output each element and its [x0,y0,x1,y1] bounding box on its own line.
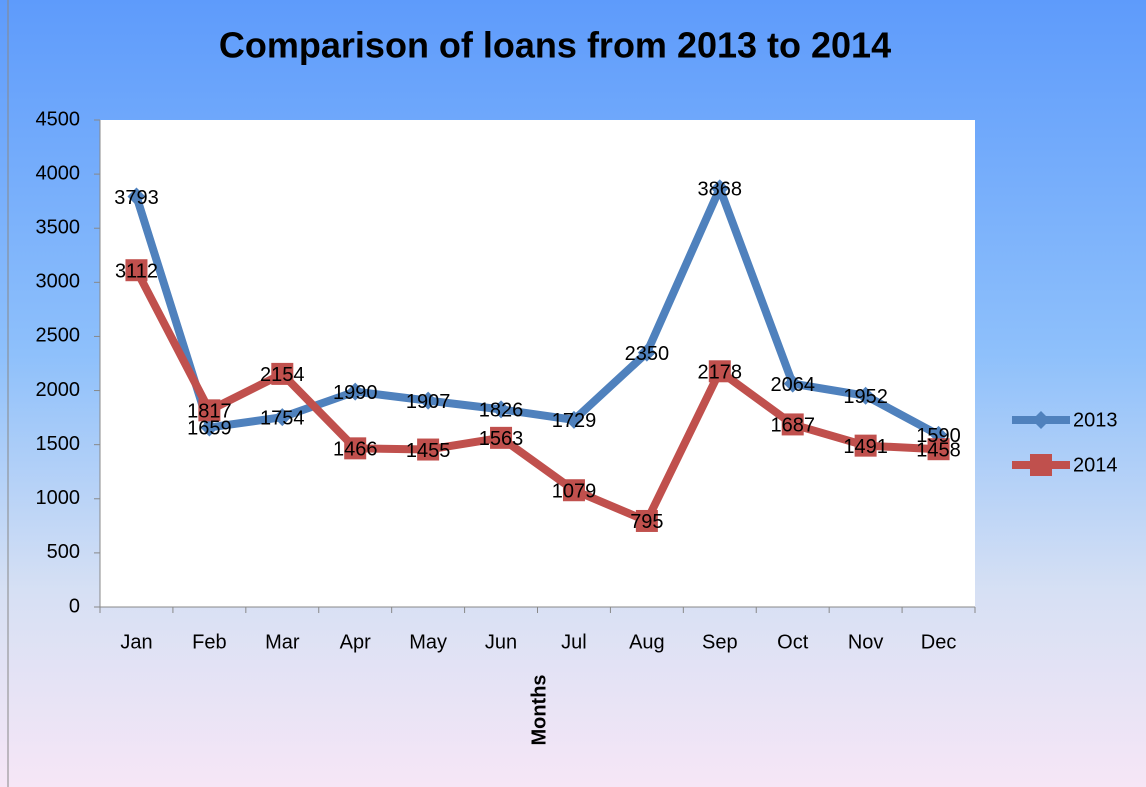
y-tick-label: 0 [69,595,80,617]
data-label: 3793 [114,187,159,209]
data-label: 1659 [187,418,232,440]
y-tick-label: 1000 [36,487,81,509]
legend-label: 2014 [1073,454,1118,476]
marker [273,408,292,427]
x-tick-label: Sep [702,631,738,653]
x-tick-label: May [409,631,447,653]
x-tick-label: Jul [561,631,587,653]
marker [854,434,877,457]
x-axis-label: Months [528,674,550,745]
x-tick-label: Nov [848,631,884,653]
data-label: 1455 [406,440,451,462]
y-tick-label: 3000 [36,271,81,293]
marker [490,426,513,449]
marker [710,179,729,198]
series-line [132,268,939,525]
marker [781,413,804,436]
marker [492,400,511,419]
y-tick-label: 3500 [36,217,81,239]
data-label: 2178 [698,362,743,384]
x-tick-label: Apr [340,631,371,653]
data-label: 795 [630,511,663,533]
x-tick-label: Oct [777,631,809,653]
y-tick-label: 4000 [36,162,81,184]
marker [346,382,365,401]
data-label: 1590 [916,425,961,447]
marker [635,509,658,532]
data-label: 1907 [406,391,451,413]
data-label: 3868 [698,179,743,201]
marker [927,438,950,461]
data-label: 1754 [260,407,305,429]
marker [856,386,875,405]
marker [419,391,438,410]
data-label: 1563 [479,428,524,450]
x-tick-label: Dec [921,631,957,653]
data-label: 2064 [770,374,815,396]
data-label: 1729 [552,410,597,432]
marker [1030,454,1052,476]
data-label: 1466 [333,439,378,461]
data-label: 1826 [479,400,524,422]
y-tick-label: 4500 [36,108,81,130]
data-label: 1952 [843,386,888,408]
x-tick-label: Feb [192,631,226,653]
marker [344,437,367,460]
data-label: 1458 [916,439,961,461]
legend-label: 2013 [1073,409,1118,431]
chart-title: Comparison of loans from 2013 to 2014 [219,25,891,66]
marker [417,438,440,461]
marker [708,360,731,383]
marker [198,399,221,422]
data-label: 1687 [770,415,815,437]
data-label: 2154 [260,364,305,386]
data-label: 1990 [333,382,378,404]
marker [127,187,146,206]
marker [125,259,148,282]
marker [271,362,294,385]
x-tick-label: Jan [120,631,152,653]
data-label: 1817 [187,401,232,423]
x-tick-label: Aug [629,631,665,653]
y-tick-label: 1500 [36,433,81,455]
marker [564,410,583,429]
marker [637,343,656,362]
plot-area [100,120,975,607]
y-tick-label: 500 [47,541,80,563]
marker [1032,411,1050,429]
marker [562,479,585,502]
marker [783,374,802,393]
y-tick-label: 2000 [36,379,81,401]
y-tick-label: 2500 [36,325,81,347]
data-label: 2350 [625,343,670,365]
data-label: 3112 [115,260,158,282]
series-line [132,184,941,439]
data-label: 1491 [843,436,888,458]
marker [200,418,219,437]
x-tick-label: Jun [485,631,517,653]
x-tick-label: Mar [265,631,300,653]
data-label: 1079 [552,481,597,503]
